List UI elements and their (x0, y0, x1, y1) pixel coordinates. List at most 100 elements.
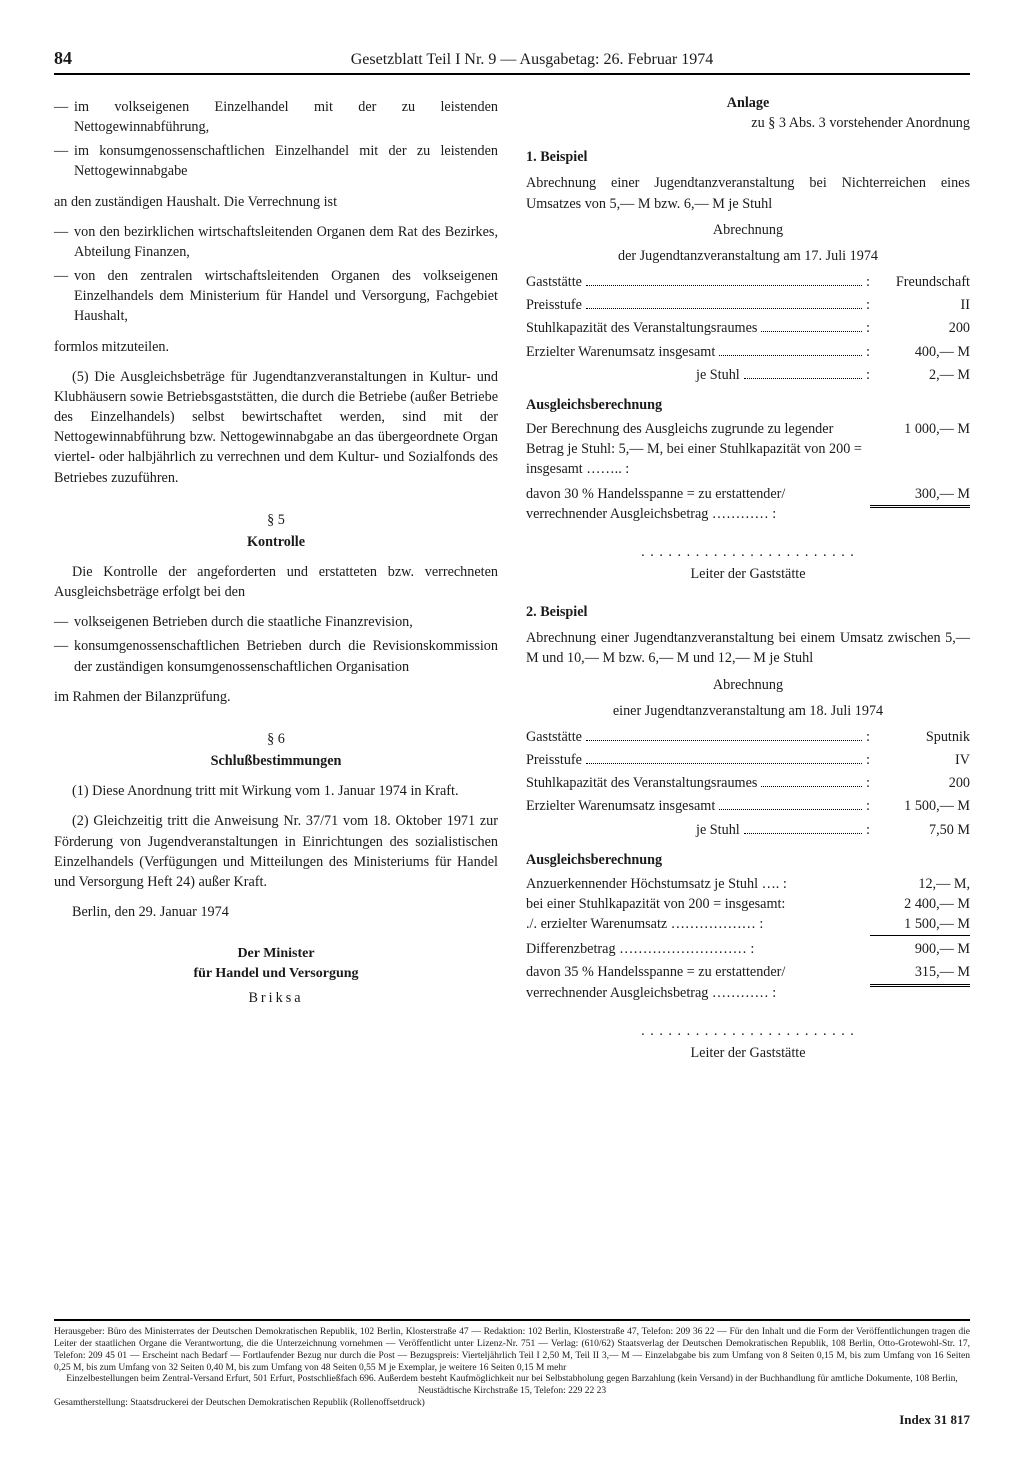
index-number: Index 31 817 (899, 1412, 970, 1428)
row-value: Freundschaft (870, 272, 970, 292)
two-column-body: — im volkseigenen Einzelhandel mit der z… (54, 93, 970, 1063)
calc-row: Differenzbetrag ……………………… : 900,— M (526, 939, 970, 959)
row-value: II (870, 295, 970, 315)
calc-label: Der Berechnung des Ausgleichs zugrunde z… (526, 419, 870, 479)
signature-dots: . . . . . . . . . . . . . . . . . . . . … (526, 1021, 970, 1041)
calc-label: davon 30 % Handelsspanne = zu erstattend… (526, 484, 870, 524)
data-row: Gaststätte : Sputnik (526, 727, 970, 747)
imprint-line: Herausgeber: Büro des Ministerrates der … (54, 1327, 970, 1375)
row-label: Gaststätte (526, 272, 582, 292)
calc-label: davon 35 % Handelsspanne = zu erstattend… (526, 962, 870, 1002)
bullet-text: von den bezirklichen wirtschaftsleitende… (74, 222, 498, 262)
calc-row: davon 35 % Handelsspanne = zu erstattend… (526, 962, 970, 1002)
data-row: Preisstufe : II (526, 295, 970, 315)
calc-heading: Ausgleichsberechnung (526, 395, 970, 415)
signature-dots: . . . . . . . . . . . . . . . . . . . . … (526, 542, 970, 562)
calc-row: Der Berechnung des Ausgleichs zugrunde z… (526, 419, 970, 479)
left-column: — im volkseigenen Einzelhandel mit der z… (54, 93, 498, 1063)
signature-title-1: Der Minister (54, 944, 498, 964)
dash-icon: — (54, 266, 74, 326)
abrechnung-title: Abrechnung (526, 675, 970, 695)
paragraph: Die Kontrolle der angeforderten und erst… (54, 562, 498, 602)
leader-dots (719, 355, 862, 356)
bullet-item: — im volkseigenen Einzelhandel mit der z… (54, 97, 498, 137)
row-label: Gaststätte (526, 727, 582, 747)
anlage-subheading: zu § 3 Abs. 3 vorstehender Anordnung (526, 113, 970, 133)
bullet-text: im volkseigenen Einzelhandel mit der zu … (74, 97, 498, 137)
leader-dots (761, 331, 862, 332)
leader-dots (586, 763, 862, 764)
dash-icon: — (54, 141, 74, 181)
calc-row: davon 30 % Handelsspanne = zu erstattend… (526, 484, 970, 524)
header-title: Gesetzblatt Teil I Nr. 9 — Ausgabetag: 2… (94, 51, 970, 69)
data-row: Stuhlkapazität des Veranstaltungsraumes … (526, 773, 970, 793)
calc-value: 300,— M (870, 484, 970, 508)
row-value: 200 (870, 318, 970, 338)
section-number: § 5 (54, 510, 498, 530)
paragraph: im Rahmen der Bilanzprüfung. (54, 687, 498, 707)
signature-title-2: für Handel und Versorgung (54, 964, 498, 984)
anlage-heading: Anlage (526, 93, 970, 113)
data-row: Erzielter Warenumsatz insgesamt : 1 500,… (526, 796, 970, 816)
abrechnung-title: Abrechnung (526, 220, 970, 240)
paragraph: (5) Die Ausgleichsbeträge für Jugendtanz… (54, 367, 498, 488)
leader-dots (586, 308, 862, 309)
leader-dots (586, 740, 862, 741)
page-number: 84 (54, 48, 94, 69)
bullet-text: konsumgenossenschaftlichen Betrieben dur… (74, 636, 498, 676)
calc-label: Differenzbetrag ……………………… : (526, 939, 870, 959)
bullet-text: volkseigenen Betrieben durch die staatli… (74, 612, 498, 632)
bullet-item: — von den bezirklichen wirtschaftsleiten… (54, 222, 498, 262)
calc-value: 12,— M, (870, 874, 970, 894)
row-label: Stuhlkapazität des Veranstaltungsraumes (526, 773, 757, 793)
leiter-label: Leiter der Gaststätte (526, 564, 970, 584)
row-value: 200 (870, 773, 970, 793)
row-label: je Stuhl (526, 820, 740, 840)
row-label: Erzielter Warenumsatz insgesamt (526, 342, 715, 362)
row-label: Preisstufe (526, 295, 582, 315)
bullet-text: im konsumgenossenschaftlichen Einzelhand… (74, 141, 498, 181)
row-value: 1 500,— M (870, 796, 970, 816)
row-value: 7,50 M (870, 820, 970, 840)
calc-heading: Ausgleichsberechnung (526, 850, 970, 870)
section-title: Schlußbestimmungen (54, 751, 498, 771)
example-2-heading: 2. Beispiel (526, 602, 970, 622)
row-value: IV (870, 750, 970, 770)
bullet-item: — konsumgenossenschaftlichen Betrieben d… (54, 636, 498, 676)
paragraph: an den zuständigen Haushalt. Die Verrech… (54, 192, 498, 212)
dash-icon: — (54, 636, 74, 676)
row-value: Sputnik (870, 727, 970, 747)
data-row: je Stuhl : 7,50 M (526, 820, 970, 840)
calc-value: 900,— M (870, 939, 970, 959)
page: 84 Gesetzblatt Teil I Nr. 9 — Ausgabetag… (0, 0, 1024, 1464)
dash-icon: — (54, 222, 74, 262)
data-row: Gaststätte : Freundschaft (526, 272, 970, 292)
date-line: Berlin, den 29. Januar 1974 (54, 902, 498, 922)
paragraph: formlos mitzuteilen. (54, 337, 498, 357)
section-number: § 6 (54, 729, 498, 749)
signature-name: Briksa (54, 988, 498, 1008)
bullet-item: — von den zentralen wirtschaftsleitenden… (54, 266, 498, 326)
row-value: 2,— M (870, 365, 970, 385)
calc-row: ./. erzielter Warenumsatz ……………… : 1 500… (526, 914, 970, 936)
calc-value: 1 000,— M (870, 419, 970, 439)
paragraph: (2) Gleichzeitig tritt die Anweisung Nr.… (54, 811, 498, 892)
example-1-intro: Abrechnung einer Jugendtanzveranstaltung… (526, 173, 970, 213)
leader-dots (744, 833, 862, 834)
example-1-heading: 1. Beispiel (526, 147, 970, 167)
running-header: 84 Gesetzblatt Teil I Nr. 9 — Ausgabetag… (54, 48, 970, 75)
calc-value: 2 400,— M (870, 894, 970, 914)
example-2-intro: Abrechnung einer Jugendtanzveranstaltung… (526, 628, 970, 668)
dash-icon: — (54, 612, 74, 632)
calc-value: 1 500,— M (870, 914, 970, 936)
calc-label: Anzuerkennender Höchstumsatz je Stuhl ….… (526, 874, 870, 894)
data-row: Stuhlkapazität des Veranstaltungsraumes … (526, 318, 970, 338)
leader-dots (761, 786, 862, 787)
bullet-item: — im konsumgenossenschaftlichen Einzelha… (54, 141, 498, 181)
dash-icon: — (54, 97, 74, 137)
imprint-block: Herausgeber: Büro des Ministerrates der … (54, 1319, 970, 1410)
data-row: Preisstufe : IV (526, 750, 970, 770)
leader-dots (719, 809, 862, 810)
paragraph: (1) Diese Anordnung tritt mit Wirkung vo… (54, 781, 498, 801)
right-column: Anlage zu § 3 Abs. 3 vorstehender Anordn… (526, 93, 970, 1063)
